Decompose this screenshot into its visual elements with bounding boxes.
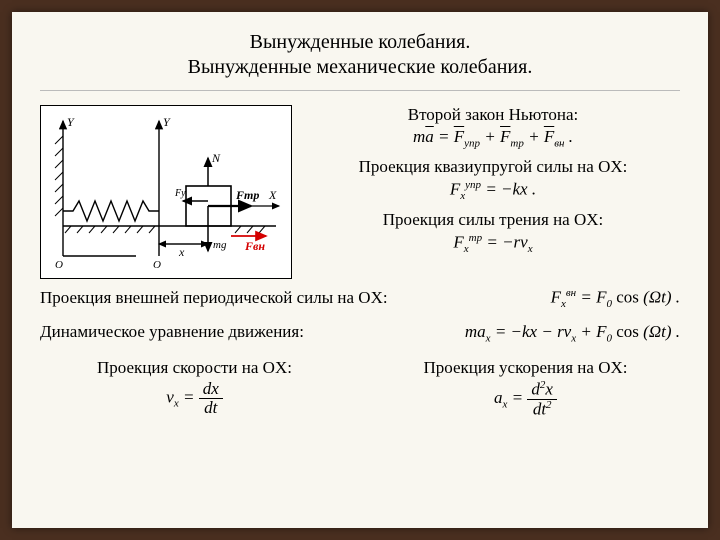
diagram-Y1: Y (67, 115, 75, 129)
eq-friction: Fxтр = −rvx (306, 232, 680, 255)
diagram-x: x (178, 245, 185, 259)
title-line-1: Вынужденные колебания. (40, 30, 680, 55)
eq-quasi: Fxупр = −kx . (306, 179, 680, 202)
diagram-O2: O (153, 259, 161, 271)
diagram: Y O Y O (40, 105, 292, 279)
diagram-Fext: Fвн (244, 239, 265, 253)
eq-acc: ax = d2xdt2 (371, 380, 680, 418)
diagram-Y2: Y (163, 115, 171, 129)
diagram-mg: mg (213, 239, 227, 251)
diagram-O1: O (55, 259, 63, 271)
label-dyn: Динамическое уравнение движения: (40, 322, 304, 342)
label-vel: Проекция скорости на OX: (40, 358, 349, 378)
diagram-Fmp: Fтр (235, 188, 259, 202)
label-friction: Проекция силы трения на OX: (306, 210, 680, 230)
title-line-2: Вынужденные механические колебания. (40, 55, 680, 80)
eq-dyn: max = −kx − rvx + F0 cos (Ωt) . (316, 322, 680, 344)
label-newton: Второй закон Ньютона: (306, 105, 680, 125)
label-external: Проекция внешней периодической силы на O… (40, 288, 388, 308)
diagram-Fup: Fу (174, 188, 186, 199)
label-quasi: Проекция квазиупругой силы на OX: (306, 157, 680, 177)
eq-newton: ma = Fупр + Fтр + Fвн . (306, 127, 680, 149)
label-acc: Проекция ускорения на OX: (371, 358, 680, 378)
eq-vel: vx = dxdt (40, 380, 349, 417)
diagram-X: X (268, 188, 277, 202)
eq-external: Fxвн = F0 cos (Ωt) . (400, 287, 680, 310)
divider (40, 90, 680, 91)
diagram-N: N (211, 151, 221, 165)
